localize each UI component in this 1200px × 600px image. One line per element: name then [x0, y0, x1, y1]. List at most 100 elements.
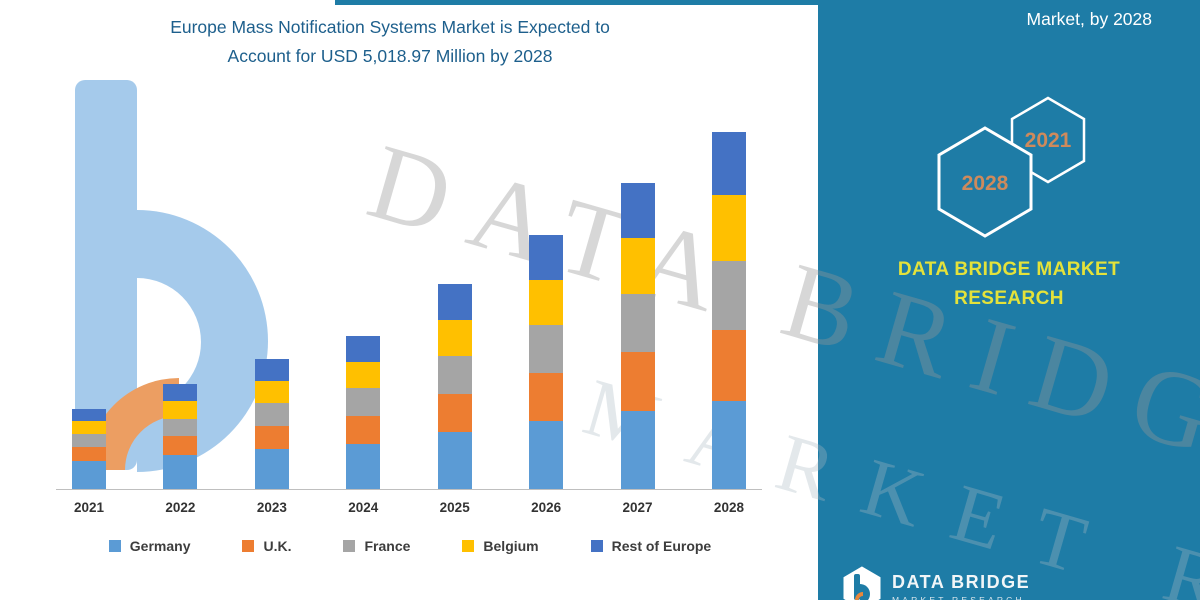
bar-segment-france: [346, 388, 381, 416]
brand-text: DATA BRIDGE MARKET RESEARCH: [818, 255, 1200, 314]
bar-stack: [711, 132, 746, 489]
legend-label: France: [364, 538, 411, 554]
footer-logo-mark: [843, 566, 881, 600]
bar-stack: [163, 384, 198, 489]
bar-segment-france: [254, 402, 289, 426]
x-tick-label: 2026: [531, 500, 562, 515]
legend-swatch-icon: [462, 540, 475, 552]
bar-column-2021: 2021: [72, 128, 106, 515]
bar-segment-rest-of-europe: [72, 409, 106, 422]
bar-segment-belgium: [711, 195, 746, 261]
legend-item: Germany: [108, 538, 191, 554]
hexagon-2028: [937, 126, 1033, 238]
x-tick-label: 2021: [73, 500, 105, 515]
bar-stack: [620, 183, 655, 489]
bar-column-2027: 2027: [620, 128, 655, 515]
hexagon-2028-year: 2028: [962, 172, 1009, 195]
bar-segment-u-k: [163, 436, 198, 455]
bar-segment-germany: [254, 449, 289, 489]
bar-segment-france: [711, 260, 746, 331]
bar-segment-belgium: [163, 401, 198, 419]
bar-segment-rest-of-europe: [620, 183, 655, 239]
bar-stack: [437, 284, 472, 489]
legend-label: Germany: [129, 538, 191, 554]
hexagon-2021: [1010, 96, 1086, 184]
x-tick-label: 2023: [256, 500, 287, 515]
x-tick-label: 2028: [713, 500, 744, 515]
bar-column-2022: 2022: [163, 128, 198, 515]
bar-segment-belgium: [346, 362, 381, 389]
bar-segment-u-k: [346, 415, 381, 445]
bar-segment-u-k: [620, 351, 655, 411]
bar-segment-belgium: [529, 279, 564, 326]
bar-segment-belgium: [72, 421, 106, 434]
bar-segment-u-k: [437, 393, 472, 433]
chart-title-line1: Europe Mass Notification Systems Market …: [170, 17, 610, 37]
legend-label: U.K.: [263, 538, 292, 554]
chart-legend: Germany U.K. France Belgium Rest of Europe: [20, 538, 800, 554]
legend-swatch-icon: [242, 540, 255, 552]
bar-segment-rest-of-europe: [711, 132, 746, 196]
bar-column-2028: 2028: [711, 128, 746, 515]
bar-segment-france: [72, 433, 106, 448]
brand-line1: DATA BRIDGE MARKET: [897, 259, 1121, 280]
bar-segment-germany: [72, 461, 106, 489]
top-teal-strip: [335, 0, 819, 5]
x-tick-label: 2025: [439, 500, 470, 515]
bar-segment-rest-of-europe: [346, 336, 381, 363]
bar-segment-rest-of-europe: [437, 284, 472, 320]
footer-logo-sub: MARKET RESEARCH: [892, 594, 1025, 600]
year-hexagons: 2021 2028: [937, 96, 1086, 238]
bar-stack: [529, 235, 564, 489]
legend-item: Rest of Europe: [590, 538, 712, 554]
x-tick-label: 2027: [622, 500, 653, 515]
bar-column-2026: 2026: [529, 128, 564, 515]
chart-title-line2: Account for USD 5,018.97 Million by 2028: [227, 45, 553, 66]
bar-column-2023: 2023: [254, 128, 289, 515]
bar-segment-u-k: [72, 447, 106, 462]
legend-swatch-icon: [108, 540, 121, 552]
bar-segment-belgium: [437, 319, 472, 357]
right-panel: Market, by 2028 2021 2028 DATA BRIDGE MA…: [818, 0, 1200, 600]
legend-label: Rest of Europe: [611, 538, 712, 554]
data-bridge-logo-watermark: [75, 80, 268, 472]
bar-column-2024: 2024: [346, 128, 381, 515]
bar-segment-germany: [163, 454, 198, 489]
bar-segment-germany: [437, 432, 472, 489]
bar-segment-germany: [620, 410, 655, 489]
right-panel-background: [818, 0, 1200, 600]
legend-swatch-icon: [343, 540, 356, 552]
bar-segment-u-k: [711, 330, 746, 401]
bar-stack: [72, 409, 106, 489]
legend-swatch-icon: [590, 540, 603, 552]
bar-segment-france: [529, 325, 564, 374]
bar-stack: [254, 359, 289, 489]
bar-segment-belgium: [620, 238, 655, 294]
x-tick-label: 2022: [165, 500, 196, 515]
bar-segment-u-k: [529, 373, 564, 422]
footer-logo: DATA BRIDGE MARKET RESEARCH: [842, 566, 1030, 600]
bar-segment-rest-of-europe: [163, 384, 198, 402]
bar-segment-rest-of-europe: [529, 235, 564, 280]
bar-segment-france: [437, 356, 472, 394]
bar-segment-belgium: [254, 380, 289, 403]
bar-segment-germany: [346, 444, 381, 489]
bar-segment-germany: [711, 400, 746, 489]
footer-logo-name: DATA BRIDGE: [892, 571, 1031, 592]
legend-item: U.K.: [242, 538, 291, 554]
legend-item: Belgium: [462, 538, 539, 554]
bar-segment-germany: [529, 421, 564, 489]
legend-label: Belgium: [483, 538, 539, 554]
plot-area: 2021 2022 2023 2024 2025 2026 2027 2028: [56, 128, 762, 515]
footer-logo-texts: DATA BRIDGE MARKET RESEARCH: [892, 572, 1030, 600]
hexagon-2021-year: 2021: [1025, 129, 1072, 152]
panel-heading: Market, by 2028: [1026, 9, 1152, 29]
bar-segment-rest-of-europe: [254, 359, 289, 381]
bar-column-2025: 2025: [437, 128, 472, 515]
bar-segment-france: [163, 418, 198, 437]
legend-item: France: [343, 538, 410, 554]
x-tick-label: 2024: [348, 500, 379, 515]
bar-stack: [346, 336, 381, 489]
bar-segment-u-k: [254, 425, 289, 450]
